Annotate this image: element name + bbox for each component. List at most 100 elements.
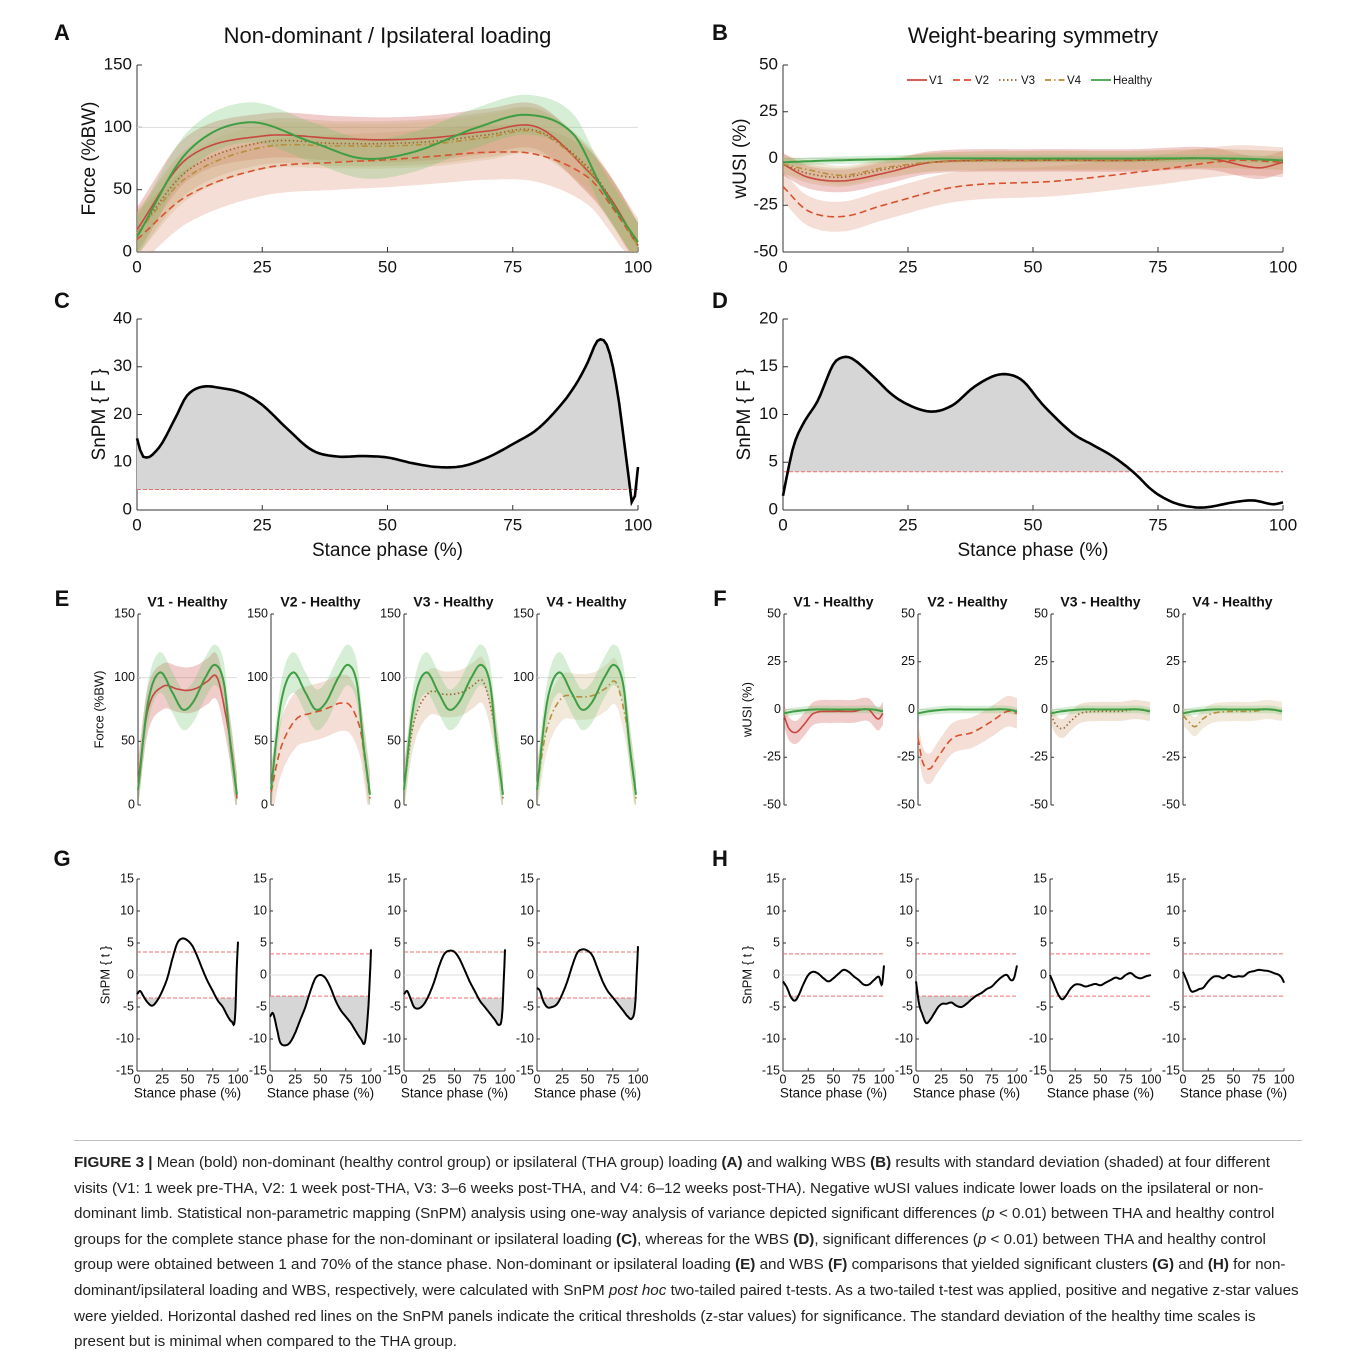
significant-cluster-fill <box>404 998 505 1025</box>
y-tick-label: 5 <box>1040 935 1047 949</box>
y-tick-label: 0 <box>1040 967 1047 981</box>
y-tick-label: 20 <box>759 308 778 327</box>
x-tick-label: 100 <box>874 1072 895 1086</box>
y-tick-label: 0 <box>906 967 913 981</box>
y-axis-label: SnPM { F } <box>89 369 110 461</box>
x-tick-label: 50 <box>1024 515 1043 534</box>
y-tick-label: 50 <box>254 734 268 748</box>
panel-title: V2 - Healthy <box>927 594 1007 610</box>
x-axis-label: Stance phase (%) <box>267 1086 374 1101</box>
y-tick-label: 10 <box>387 903 401 917</box>
x-axis-label: Stance phase (%) <box>1047 1086 1154 1101</box>
x-axis-label: Stance phase (%) <box>534 1086 641 1101</box>
y-tick-label: -25 <box>1030 750 1048 764</box>
caption-ref-f: (F) <box>828 1256 847 1273</box>
x-tick-label: 50 <box>1024 257 1043 276</box>
y-tick-label: -25 <box>763 750 781 764</box>
panel-title: V1 - Healthy <box>793 594 873 610</box>
snpm-statistic-line <box>404 949 505 1025</box>
x-tick-label: 25 <box>1068 1072 1082 1086</box>
panel-title: V4 - Healthy <box>1192 594 1272 610</box>
x-tick-label: 75 <box>339 1072 353 1086</box>
x-tick-label: 50 <box>1227 1072 1241 1086</box>
snpm-statistic-line <box>137 938 238 1024</box>
y-tick-label: 150 <box>380 606 401 620</box>
y-tick-label: 10 <box>899 903 913 917</box>
x-tick-label: 0 <box>778 257 787 276</box>
significant-cluster-fill <box>137 998 238 1025</box>
caption-ref-h: (H) <box>1208 1256 1229 1273</box>
y-tick-label: 50 <box>767 606 781 620</box>
caption-ref-d: (D) <box>793 1231 814 1248</box>
x-tick-label: 50 <box>181 1072 195 1086</box>
panel-letter: G <box>53 846 70 871</box>
sd-band-v4 <box>1183 700 1282 736</box>
x-tick-label: 0 <box>913 1072 920 1086</box>
x-tick-label: 25 <box>288 1072 302 1086</box>
x-tick-label: 75 <box>606 1072 620 1086</box>
caption-text: and walking WBS <box>743 1154 870 1171</box>
figure-caption: FIGURE 3 | Mean (bold) non-dominant (hea… <box>74 1140 1302 1340</box>
y-tick-label: -5 <box>523 999 534 1013</box>
y-tick-label: 10 <box>1033 903 1047 917</box>
y-axis-label: Force (%BW) <box>79 102 100 216</box>
y-tick-label: 0 <box>394 967 401 981</box>
x-axis-label: Stance phase (%) <box>134 1086 241 1101</box>
x-tick-label: 100 <box>228 1072 249 1086</box>
y-tick-label: -10 <box>1029 1031 1047 1045</box>
y-tick-label: 0 <box>123 241 132 260</box>
x-tick-label: 75 <box>503 257 522 276</box>
y-tick-label: -10 <box>516 1031 534 1045</box>
y-tick-label: 0 <box>1041 702 1048 716</box>
y-tick-label: 40 <box>113 308 132 327</box>
caption-p: p <box>986 1205 994 1222</box>
y-tick-label: -5 <box>902 999 913 1013</box>
panel-letter: H <box>712 846 728 871</box>
panel-title: Non-dominant / Ipsilateral loading <box>224 23 552 48</box>
x-tick-label: 50 <box>314 1072 328 1086</box>
x-tick-label: 100 <box>361 1072 382 1086</box>
x-tick-label: 25 <box>899 257 918 276</box>
x-axis-label: Stance phase (%) <box>957 540 1108 561</box>
significant-cluster-fill <box>537 998 638 1019</box>
x-tick-label: 100 <box>1274 1072 1295 1086</box>
legend-label: V2 <box>975 75 989 87</box>
y-tick-label: 5 <box>394 935 401 949</box>
panel-title: V4 - Healthy <box>546 594 626 610</box>
x-tick-label: 75 <box>985 1072 999 1086</box>
y-tick-label: 10 <box>520 903 534 917</box>
y-tick-label: -10 <box>116 1031 134 1045</box>
y-tick-label: -50 <box>763 797 781 811</box>
x-tick-label: 25 <box>253 515 272 534</box>
x-axis-label: Stance phase (%) <box>401 1086 508 1101</box>
y-tick-label: -25 <box>753 195 778 214</box>
y-axis-label: SnPM { t } <box>739 945 754 1004</box>
x-tick-label: 25 <box>899 515 918 534</box>
x-tick-label: 75 <box>1252 1072 1266 1086</box>
x-tick-label: 50 <box>1094 1072 1108 1086</box>
panel-title: V3 - Healthy <box>413 594 493 610</box>
panel-title: V3 - Healthy <box>1060 594 1140 610</box>
x-tick-label: 75 <box>1149 257 1168 276</box>
x-tick-label: 50 <box>378 515 397 534</box>
panel-letter: D <box>712 288 728 313</box>
x-tick-label: 100 <box>1269 515 1297 534</box>
caption-label: FIGURE 3 | <box>74 1154 153 1171</box>
y-tick-label: -10 <box>383 1031 401 1045</box>
x-tick-label: 50 <box>581 1072 595 1086</box>
significant-cluster-fill <box>270 996 371 1045</box>
y-tick-label: 0 <box>773 967 780 981</box>
snpm-statistic-line <box>1050 973 1151 999</box>
y-tick-label: 0 <box>123 499 132 518</box>
legend-label: V4 <box>1067 75 1082 87</box>
y-tick-label: 0 <box>769 499 778 518</box>
caption-ref-a: (A) <box>722 1154 743 1171</box>
y-tick-label: 0 <box>769 148 778 167</box>
y-tick-label: 0 <box>261 797 268 811</box>
x-tick-label: 100 <box>624 515 652 534</box>
y-tick-label: 150 <box>114 606 135 620</box>
x-tick-label: 0 <box>778 515 787 534</box>
y-axis-label: wUSI (%) <box>730 118 751 199</box>
legend-label: Healthy <box>1113 75 1152 87</box>
y-tick-label: 10 <box>113 452 132 471</box>
